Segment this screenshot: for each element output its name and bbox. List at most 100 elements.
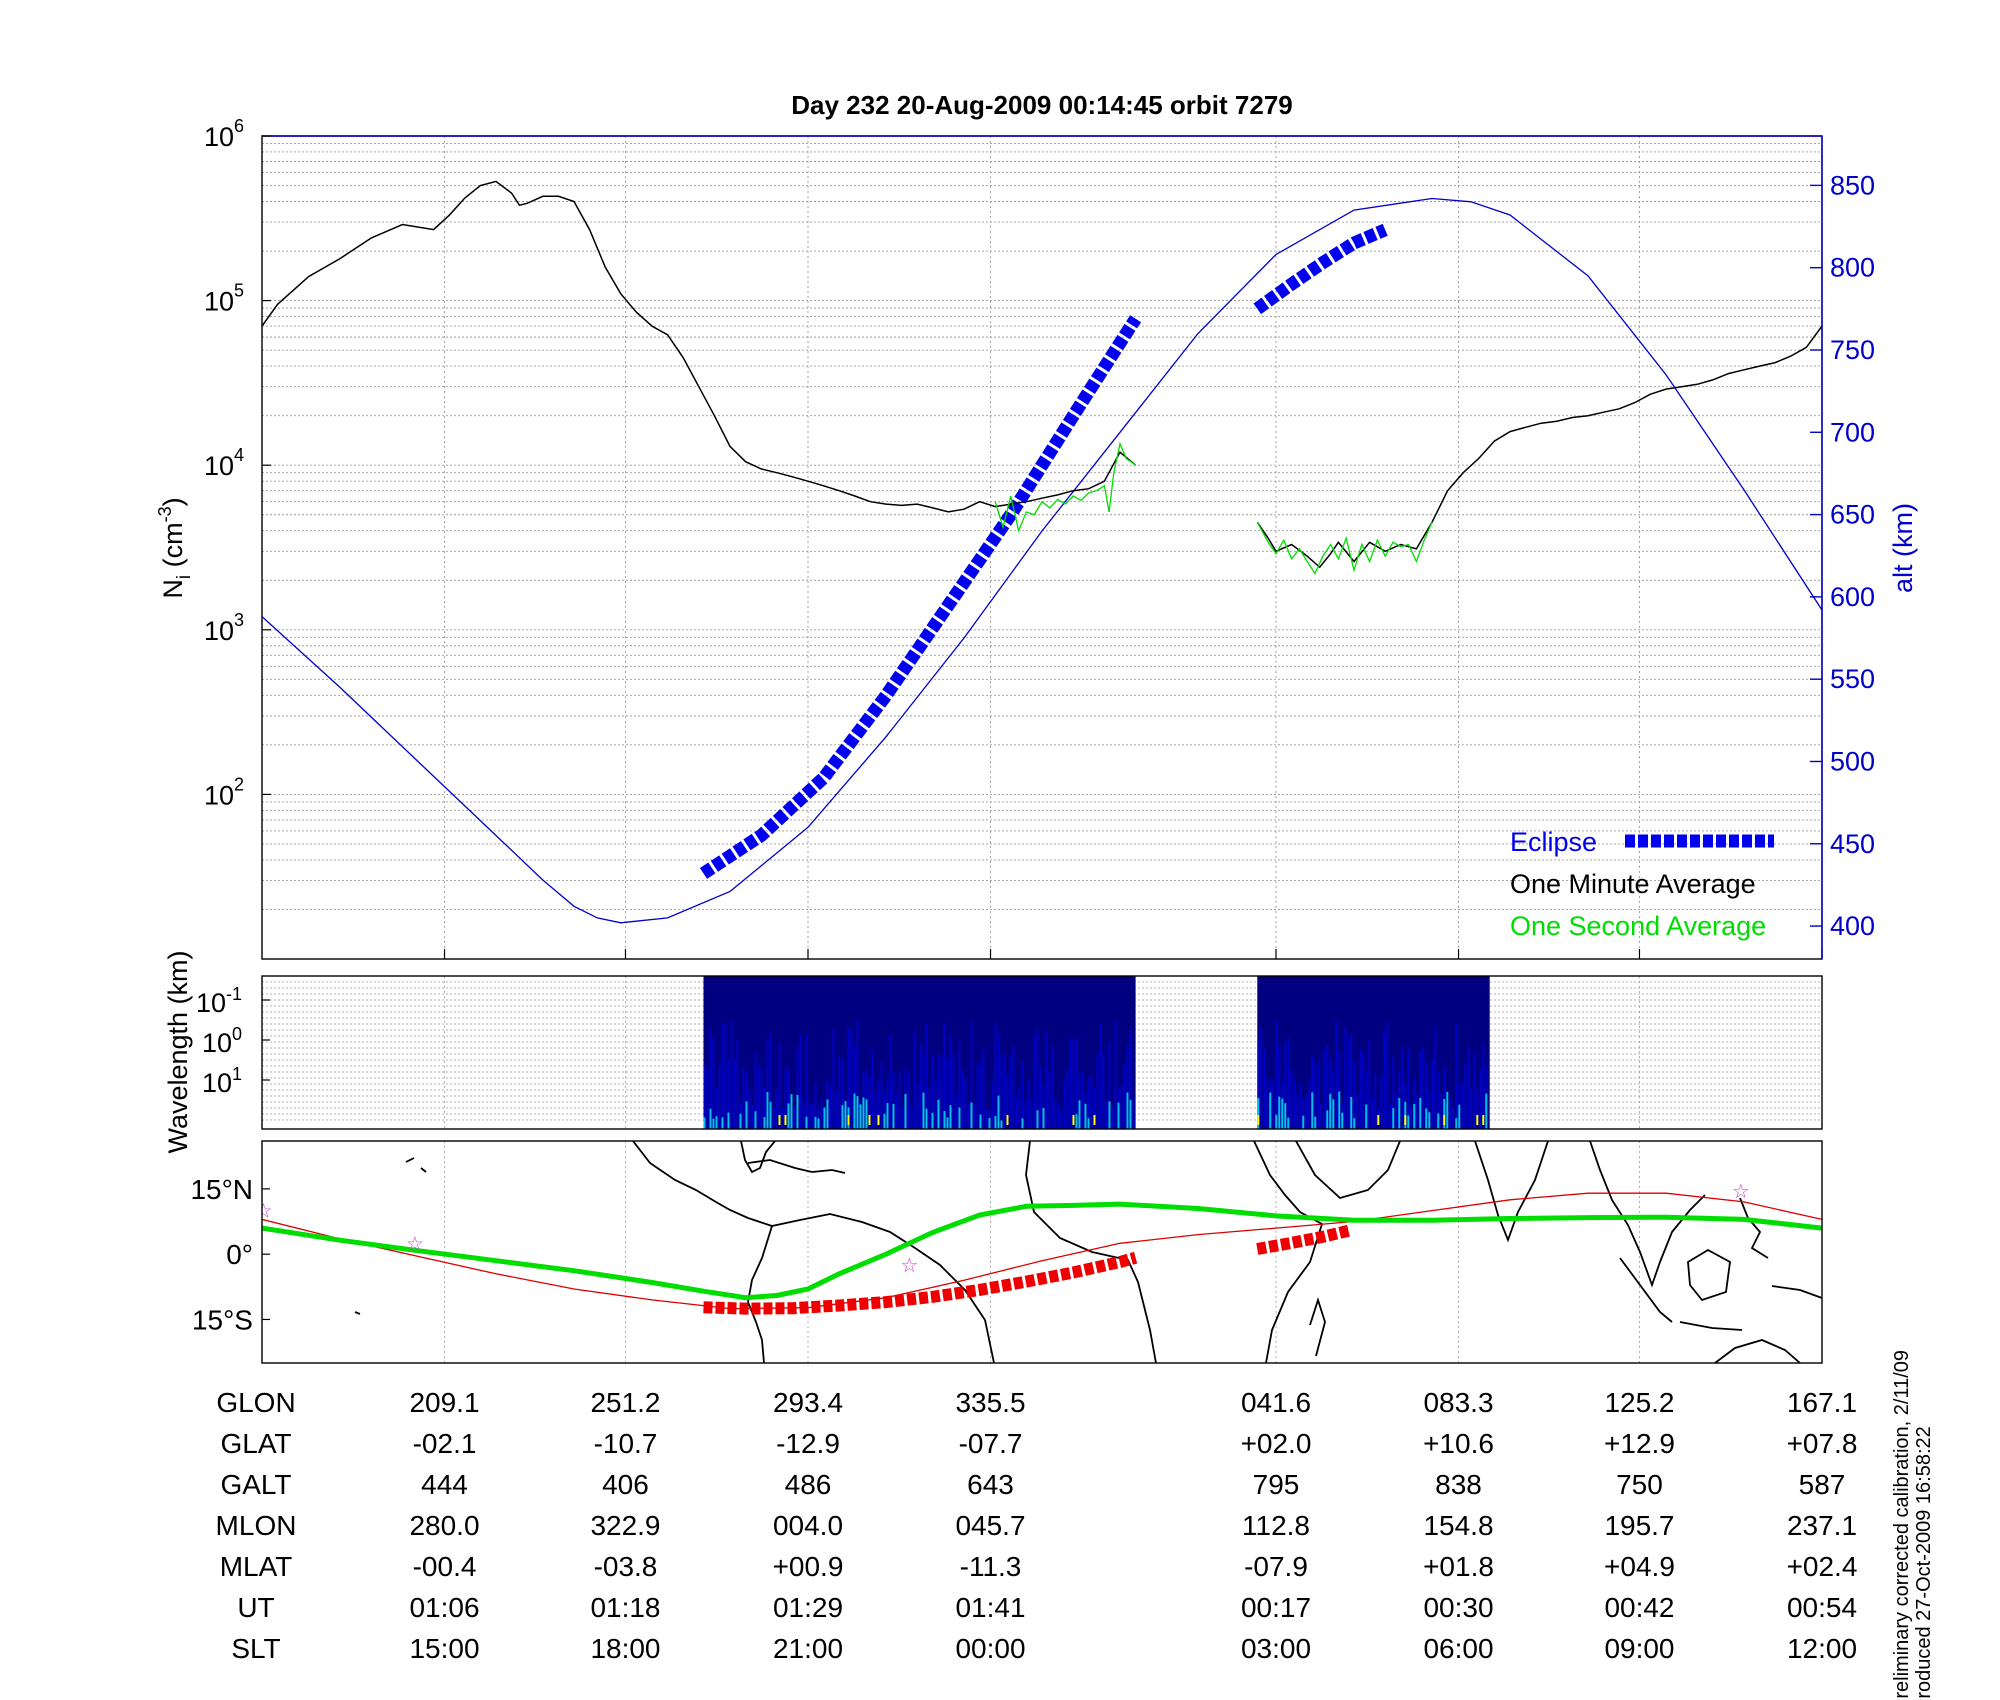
spectrogram-column: [739, 1113, 742, 1129]
table-cell: +01.8: [1423, 1551, 1494, 1582]
spectrogram-column: [1377, 1115, 1380, 1125]
spectrogram-column: [1257, 1097, 1260, 1129]
spectrogram-frame: [261, 975, 1823, 1130]
table-cell: +02.0: [1241, 1428, 1312, 1459]
table-cell: 004.0: [773, 1510, 843, 1541]
spectrogram-column: [1359, 1048, 1362, 1129]
spectrogram-column: [1105, 1100, 1108, 1129]
y2-tick-label: 450: [1830, 829, 1875, 859]
y-tick-exp: 3: [234, 610, 244, 630]
coastline-new-guinea: [1771, 1285, 1822, 1299]
spectrogram-column: [1299, 1084, 1302, 1129]
table-cell: 795: [1253, 1469, 1300, 1500]
table-cell: 01:29: [773, 1592, 843, 1623]
spectrogram-column: [1078, 1100, 1081, 1129]
spectrogram-column: [766, 1091, 769, 1129]
spectrogram-column: [796, 1094, 799, 1129]
spectrogram-column: [1371, 1097, 1374, 1129]
spectrogram-column: [1287, 1117, 1290, 1129]
spectrogram-column: [1006, 1075, 1009, 1129]
table-cell: 322.9: [590, 1510, 660, 1541]
spectrogram-column: [931, 1112, 934, 1129]
map-gridlines: [444, 1141, 1823, 1363]
spectrogram-column: [1054, 1099, 1057, 1129]
y2-axis-ticks: 400 450 500 550 600 650 700 750 800 850: [1810, 170, 1875, 941]
y-tick-exp: 6: [234, 116, 244, 136]
spectrogram-column: [937, 1099, 940, 1129]
coastline-india: [1474, 1141, 1549, 1243]
spectrogram-column: [712, 1118, 715, 1129]
spec-tick-base: 10: [202, 1068, 232, 1098]
table-row: MLAT -00.4 -03.8 +00.9 -11.3 -07.9 +01.8 +04.9 +…: [220, 1551, 1858, 1582]
y-axis-label: Ni (cm-3): [155, 497, 195, 598]
spectrogram-column: [703, 1117, 706, 1129]
spectrogram-column: [1479, 1069, 1482, 1129]
spectrogram-column: [1108, 1041, 1111, 1129]
spec-tick-exp: 1: [232, 1064, 242, 1084]
spectrogram-column: [1048, 1071, 1051, 1129]
coastline-south-america-north: [771, 1213, 995, 1363]
spectrogram-column: [994, 1115, 997, 1129]
spectrogram-column: [1042, 1086, 1045, 1129]
spectrogram-column: [979, 1062, 982, 1129]
spectrogram-column: [721, 1024, 724, 1129]
spectrogram-column: [1386, 1021, 1389, 1129]
table-cell: -10.7: [594, 1428, 658, 1459]
spectrogram-column: [1284, 1103, 1287, 1129]
y-tick-exp: 5: [234, 281, 244, 301]
spectrogram-column: [1000, 1120, 1003, 1129]
spectrogram-column: [1284, 1041, 1287, 1129]
table-cell: +12.9: [1604, 1428, 1675, 1459]
spectrogram-column: [757, 1064, 760, 1129]
spectrogram-column: [1081, 1071, 1084, 1129]
spectrogram-column: [1392, 1056, 1395, 1129]
spectrogram-column: [1287, 1038, 1290, 1129]
spectrogram-column: [946, 1058, 949, 1129]
table-cell: 18:00: [590, 1633, 660, 1664]
spectrogram-column: [1090, 1074, 1093, 1129]
spectrogram-column: [787, 1067, 790, 1129]
eclipse-ground-track: [1256, 1224, 1353, 1255]
spectrogram-column: [883, 1114, 886, 1129]
spectrogram-column: [1344, 1026, 1347, 1129]
star-marker: ☆: [900, 1255, 918, 1277]
table-cell: 00:00: [955, 1633, 1025, 1664]
coastlines: [354, 1141, 1822, 1363]
y2-tick-label: 400: [1830, 911, 1875, 941]
spectrogram-column: [1114, 1019, 1117, 1129]
spectrogram-column: [982, 1049, 985, 1129]
calibration-note: Preliminary corrected calibration, 2/11/…: [1891, 1350, 1913, 1700]
spectrogram-column: [754, 1050, 757, 1129]
spectrogram-column: [1425, 1063, 1428, 1129]
coastline-philippines: [1739, 1197, 1769, 1259]
spectrogram-column: [727, 1059, 730, 1129]
spectrogram-column: [1290, 1069, 1293, 1129]
table-cell: 444: [421, 1469, 468, 1500]
spectrogram-column: [847, 1027, 850, 1129]
spectrogram-column: [1353, 1060, 1356, 1129]
spectrogram-column: [1272, 1080, 1275, 1129]
spectrogram-column: [829, 1084, 832, 1129]
table-row-label: GALT: [220, 1469, 291, 1500]
table-cell: 209.1: [409, 1387, 479, 1418]
table-cell: 112.8: [1242, 1510, 1310, 1541]
spectrogram-column: [706, 1069, 709, 1129]
spectrogram-column: [838, 1054, 841, 1129]
table-cell: 750: [1616, 1469, 1663, 1500]
spectrogram-column: [1075, 1114, 1078, 1129]
y-tick-label: 105: [204, 281, 244, 317]
table-cell: -00.4: [413, 1551, 477, 1582]
spectrogram-column: [778, 1042, 781, 1129]
table-cell: 01:06: [409, 1592, 479, 1623]
spectrogram-column: [1482, 1115, 1485, 1125]
spectrogram-column: [1320, 1103, 1323, 1129]
table-cell: 335.5: [955, 1387, 1025, 1418]
spectrogram-column: [1093, 1087, 1096, 1129]
spectrogram-column: [859, 1104, 862, 1129]
y-tick-base: 10: [204, 287, 234, 317]
spectrogram-column: [1383, 1030, 1386, 1129]
spectrogram-column: [1015, 1098, 1018, 1129]
spectrogram-column: [865, 1069, 868, 1129]
